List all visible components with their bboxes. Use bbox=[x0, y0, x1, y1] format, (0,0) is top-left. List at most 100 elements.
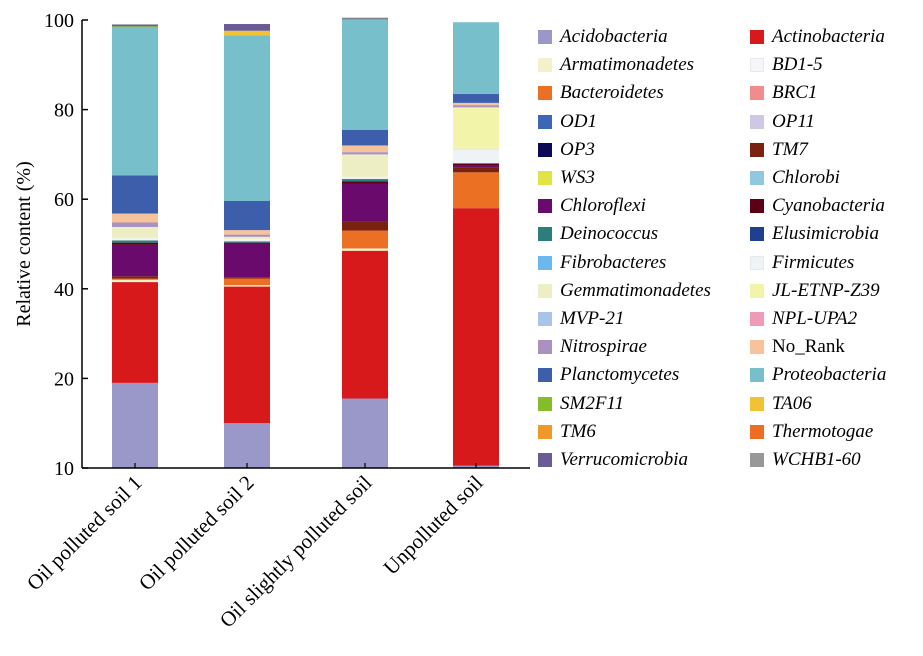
legend-label: Planctomycetes bbox=[560, 364, 680, 386]
legend-label: BD1-5 bbox=[772, 54, 823, 76]
legend-item-op3: OP3 bbox=[538, 137, 595, 163]
bar-segment-firmicutes bbox=[453, 149, 499, 164]
bar-segment-bacteroidetes bbox=[342, 230, 388, 249]
legend-swatch bbox=[538, 114, 552, 129]
legend-item-elusimicrobia: Elusimicrobia bbox=[750, 221, 879, 247]
bar-segment-tm7 bbox=[342, 221, 388, 231]
bar-segment-deinococcus bbox=[224, 241, 270, 243]
legend-swatch bbox=[538, 283, 552, 298]
legend-swatch bbox=[538, 30, 552, 44]
bar-segment-cyanobacteria bbox=[224, 242, 270, 244]
legend-swatch bbox=[538, 58, 552, 73]
legend-label: Chloroflexi bbox=[560, 195, 646, 217]
bar-segment-proteobacteria bbox=[112, 27, 158, 176]
bar-segment-nitrospirae bbox=[112, 222, 158, 227]
legend-swatch bbox=[538, 312, 552, 326]
legend-swatch bbox=[750, 453, 764, 467]
legend-swatch bbox=[750, 312, 764, 326]
y-ticks: 10 20 40 60 80 100 bbox=[44, 10, 88, 480]
y-tick-label: 20 bbox=[54, 368, 74, 390]
bar-segment-firmicutes bbox=[342, 176, 388, 180]
legend-item-nitrospirae: Nitrospirae bbox=[538, 334, 647, 360]
bar-segment-proteobacteria bbox=[224, 35, 270, 201]
legend-item-bd1-5: BD1-5 bbox=[750, 52, 823, 78]
bar-segment-planctomycetes bbox=[342, 129, 388, 146]
legend-label: OP11 bbox=[772, 110, 815, 132]
bar-segment-no-rank bbox=[112, 213, 158, 223]
legend-label: OD1 bbox=[560, 110, 597, 132]
legend-swatch bbox=[750, 368, 764, 383]
legend-swatch bbox=[538, 199, 552, 214]
legend-item-brc1: BRC1 bbox=[750, 80, 817, 106]
legend-label: Actinobacteria bbox=[772, 26, 885, 47]
legend-item-tm6: TM6 bbox=[538, 419, 596, 445]
bar-segment-planctomycetes bbox=[224, 200, 270, 231]
legend-label: Proteobacteria bbox=[772, 364, 887, 386]
y-tick-label: 40 bbox=[54, 279, 74, 301]
bar-segments bbox=[112, 17, 499, 468]
bar-segment-jl-etnp-z39 bbox=[453, 107, 499, 148]
x-tick-label-oil-polluted-soil-2: Oil polluted soil 2 bbox=[134, 471, 259, 596]
legend-swatch bbox=[750, 255, 764, 270]
legend-swatch bbox=[750, 424, 764, 439]
legend-label: Armatimonadetes bbox=[560, 54, 695, 76]
legend-swatch bbox=[538, 142, 552, 157]
legend-item-ta06: TA06 bbox=[750, 391, 812, 417]
legend-swatch bbox=[750, 171, 764, 185]
legend-swatch bbox=[750, 114, 764, 129]
legend-label: MVP-21 bbox=[560, 308, 625, 329]
bar-segment-firmicutes bbox=[224, 239, 270, 242]
bar-segment-actinobacteria bbox=[453, 208, 499, 466]
bar-segment-acidobacteria bbox=[224, 423, 270, 468]
bar-segment-no-rank bbox=[224, 230, 270, 235]
bar-segment-planctomycetes bbox=[453, 93, 499, 103]
bar-segment-gemmatimonadetes bbox=[453, 147, 499, 150]
bar-segment-armatimonadetes bbox=[224, 285, 270, 287]
legend-label: Verrucomicrobia bbox=[560, 449, 689, 470]
legend-swatch bbox=[538, 368, 552, 383]
bar-segment-planctomycetes bbox=[112, 175, 158, 214]
legend-label: WCHB1-60 bbox=[772, 449, 861, 470]
legend-item-npl-upa2: NPL-UPA2 bbox=[750, 306, 857, 332]
legend-label: TM6 bbox=[560, 420, 596, 442]
legend-label: BRC1 bbox=[772, 82, 818, 104]
legend-item-no-rank: No_Rank bbox=[750, 334, 845, 360]
legend-swatch bbox=[538, 227, 552, 242]
bar-segment-nitrospirae bbox=[453, 105, 499, 108]
legend-label: SM2F11 bbox=[560, 392, 625, 414]
bar-segment-cyanobacteria bbox=[112, 242, 158, 245]
bar-segment-acidobacteria bbox=[112, 382, 158, 468]
legend-swatch bbox=[750, 396, 764, 411]
bar-segment-chloroflexi bbox=[342, 183, 388, 222]
legend-item-mvp-21: MVP-21 bbox=[538, 306, 624, 332]
bar-segment-actinobacteria bbox=[342, 250, 388, 399]
legend-label: Fibrobacteres bbox=[560, 251, 667, 273]
legend-item-cyanobacteria: Cyanobacteria bbox=[750, 193, 885, 219]
x-tick-label-oil-polluted-soil-1: Oil polluted soil 1 bbox=[22, 471, 147, 596]
bar-segment-chloroflexi bbox=[453, 165, 499, 168]
bar-segment-actinobacteria bbox=[224, 286, 270, 424]
bar-segment-no-rank bbox=[453, 102, 499, 106]
legend-label: Cyanobacteria bbox=[772, 195, 885, 217]
legend-label: NPL-UPA2 bbox=[772, 308, 858, 329]
y-tick-label: 100 bbox=[44, 10, 74, 32]
legend-label: Gemmatimonadetes bbox=[560, 279, 711, 301]
bar-segment-gemmatimonadetes bbox=[112, 226, 158, 239]
legend-item-tm7: TM7 bbox=[750, 137, 808, 163]
bar-segment-tm7 bbox=[224, 277, 270, 279]
legend-label: Firmicutes bbox=[772, 251, 855, 273]
bar-segment-deinococcus bbox=[112, 240, 158, 243]
legend-item-bacteroidetes: Bacteroidetes bbox=[538, 80, 664, 106]
bar-segment-chloroflexi bbox=[224, 243, 270, 278]
legend-label: Nitrospirae bbox=[560, 336, 647, 358]
legend-item-wchb1-60: WCHB1-60 bbox=[750, 447, 861, 473]
legend-item-actinobacteria: Actinobacteria bbox=[750, 24, 885, 50]
legend-item-ws3: WS3 bbox=[538, 165, 595, 191]
legend-swatch bbox=[538, 340, 552, 355]
bar-segment-verrucomicrobia bbox=[224, 24, 270, 31]
legend-swatch bbox=[750, 142, 764, 157]
legend-item-sm2f11: SM2F11 bbox=[538, 391, 624, 417]
bar-segment-cyanobacteria bbox=[342, 181, 388, 184]
legend-swatch bbox=[750, 340, 764, 355]
